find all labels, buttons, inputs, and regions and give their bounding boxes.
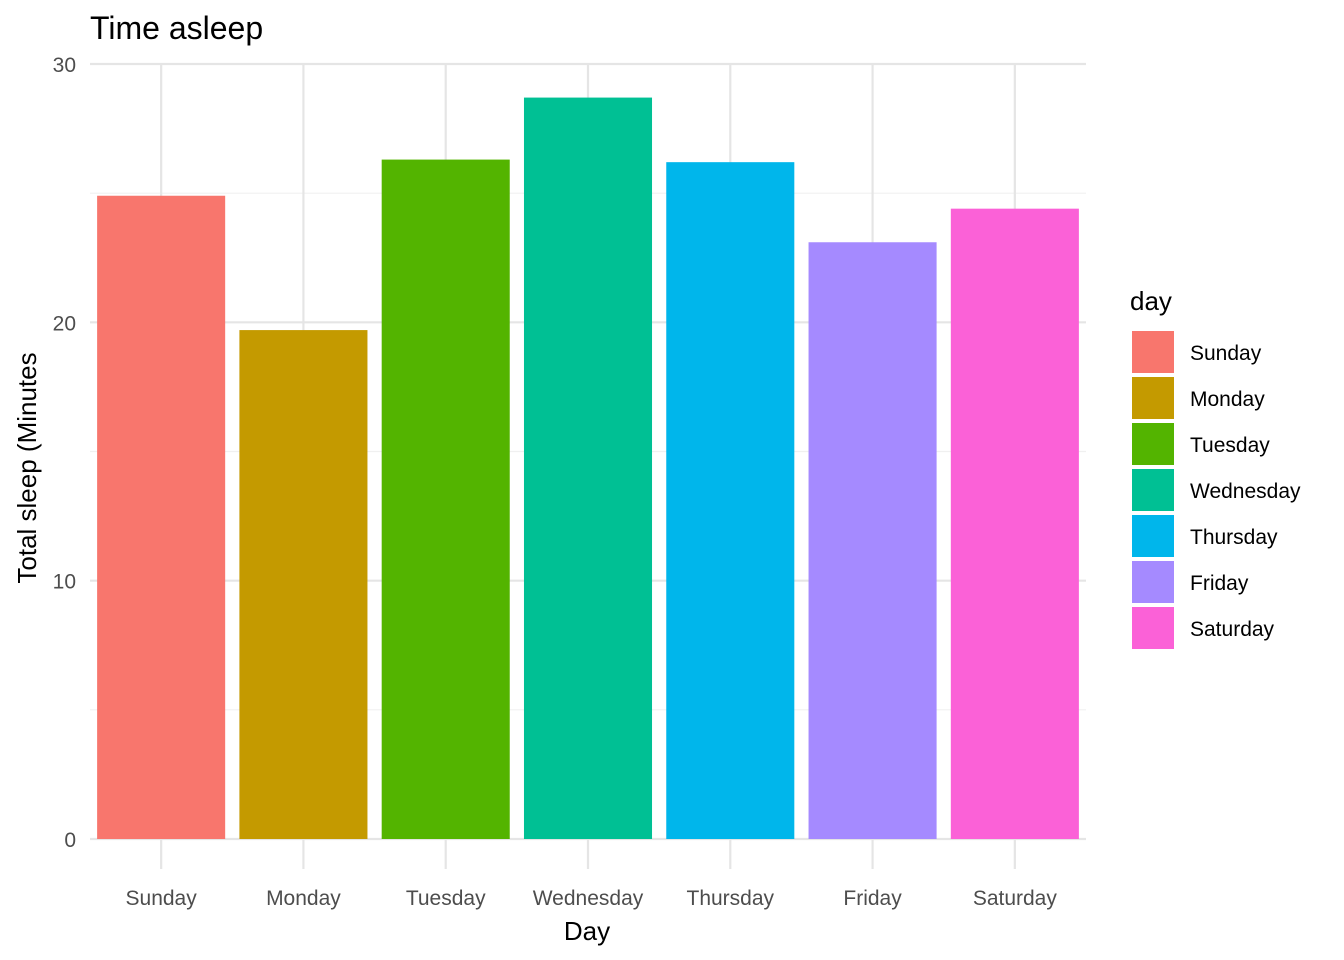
legend-label: Saturday: [1190, 618, 1275, 641]
bar-tuesday: [381, 159, 510, 840]
x-tick-label: Sunday: [126, 887, 198, 910]
y-tick-label: 10: [53, 571, 76, 594]
x-tick-label: Saturday: [973, 887, 1058, 910]
y-axis-ticks: 0 10 20 30: [53, 54, 76, 852]
legend-label: Sunday: [1190, 342, 1262, 365]
legend: day Sunday Monday Tuesday Wednesday Thursday…: [1130, 286, 1301, 649]
y-tick-label: 30: [53, 54, 76, 77]
legend-title: day: [1130, 286, 1172, 316]
x-tick-label: Monday: [266, 887, 341, 910]
x-axis-title: Day: [564, 916, 610, 946]
bar-friday: [808, 242, 937, 839]
bars: [97, 97, 1079, 840]
legend-key-tuesday: [1132, 423, 1174, 465]
legend-label: Thursday: [1190, 526, 1278, 549]
x-tick-label: Thursday: [687, 887, 775, 910]
legend-label: Monday: [1190, 388, 1265, 411]
bar-wednesday: [523, 97, 653, 840]
bar-thursday: [666, 162, 795, 839]
bar-saturday: [950, 208, 1079, 839]
x-tick-label: Friday: [843, 887, 902, 910]
x-axis-ticks: Sunday Monday Tuesday Wednesday Thursday Frid…: [126, 887, 1058, 910]
y-tick-label: 0: [64, 829, 76, 852]
x-tick-label: Tuesday: [406, 887, 486, 910]
x-tick-label: Wednesday: [533, 887, 644, 910]
chart-title: Time asleep: [90, 10, 263, 46]
legend-label: Friday: [1190, 572, 1249, 595]
legend-key-friday: [1132, 561, 1174, 603]
legend-key-thursday: [1132, 515, 1174, 557]
legend-key-wednesday: [1132, 469, 1174, 511]
legend-key-saturday: [1132, 607, 1174, 649]
bar-sunday: [97, 195, 226, 839]
bar-monday: [239, 330, 368, 839]
legend-label: Wednesday: [1190, 480, 1301, 503]
legend-key-sunday: [1132, 331, 1174, 373]
y-tick-label: 20: [53, 312, 76, 335]
y-axis-title: Total sleep (Minutes: [12, 352, 42, 583]
legend-key-monday: [1132, 377, 1174, 419]
legend-label: Tuesday: [1190, 434, 1270, 457]
